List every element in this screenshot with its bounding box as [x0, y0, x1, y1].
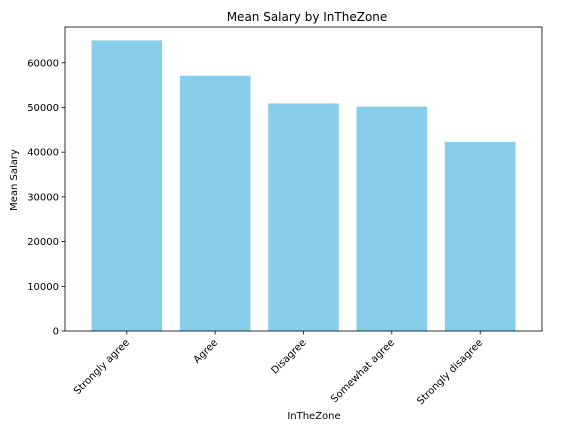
- bar: [179, 75, 251, 332]
- bar: [444, 141, 516, 331]
- x-tick-label: Strongly agree: [72, 337, 132, 397]
- y-tick-label: 30000: [27, 192, 59, 203]
- x-tick-label: Strongly disagree: [415, 337, 485, 407]
- y-tick-label: 60000: [27, 58, 59, 69]
- bars: [91, 40, 516, 332]
- y-tick-label: 50000: [27, 103, 59, 114]
- x-tick-label: Somewhat agree: [329, 337, 397, 405]
- bar: [91, 40, 163, 331]
- bar: [356, 106, 428, 331]
- y-tick-label: 20000: [27, 237, 59, 248]
- plot-frame: [64, 26, 543, 332]
- y-tick-label: 0: [53, 327, 59, 338]
- y-tick-label: 10000: [27, 282, 59, 293]
- y-axis-label: Mean Salary: [9, 149, 20, 211]
- y-axis: 0 10000 20000 30000 40000 50000 60000: [27, 58, 65, 338]
- y-tick-label: 40000: [27, 148, 59, 159]
- bar: [268, 103, 339, 332]
- x-axis-label: InTheZone: [287, 411, 340, 422]
- x-tick-label: Disagree: [269, 337, 308, 376]
- x-axis: Strongly agree Agree Disagree Somewhat agre…: [72, 331, 485, 407]
- x-tick-label: Agree: [192, 337, 221, 366]
- chart-title: Mean Salary by InTheZone: [227, 10, 388, 24]
